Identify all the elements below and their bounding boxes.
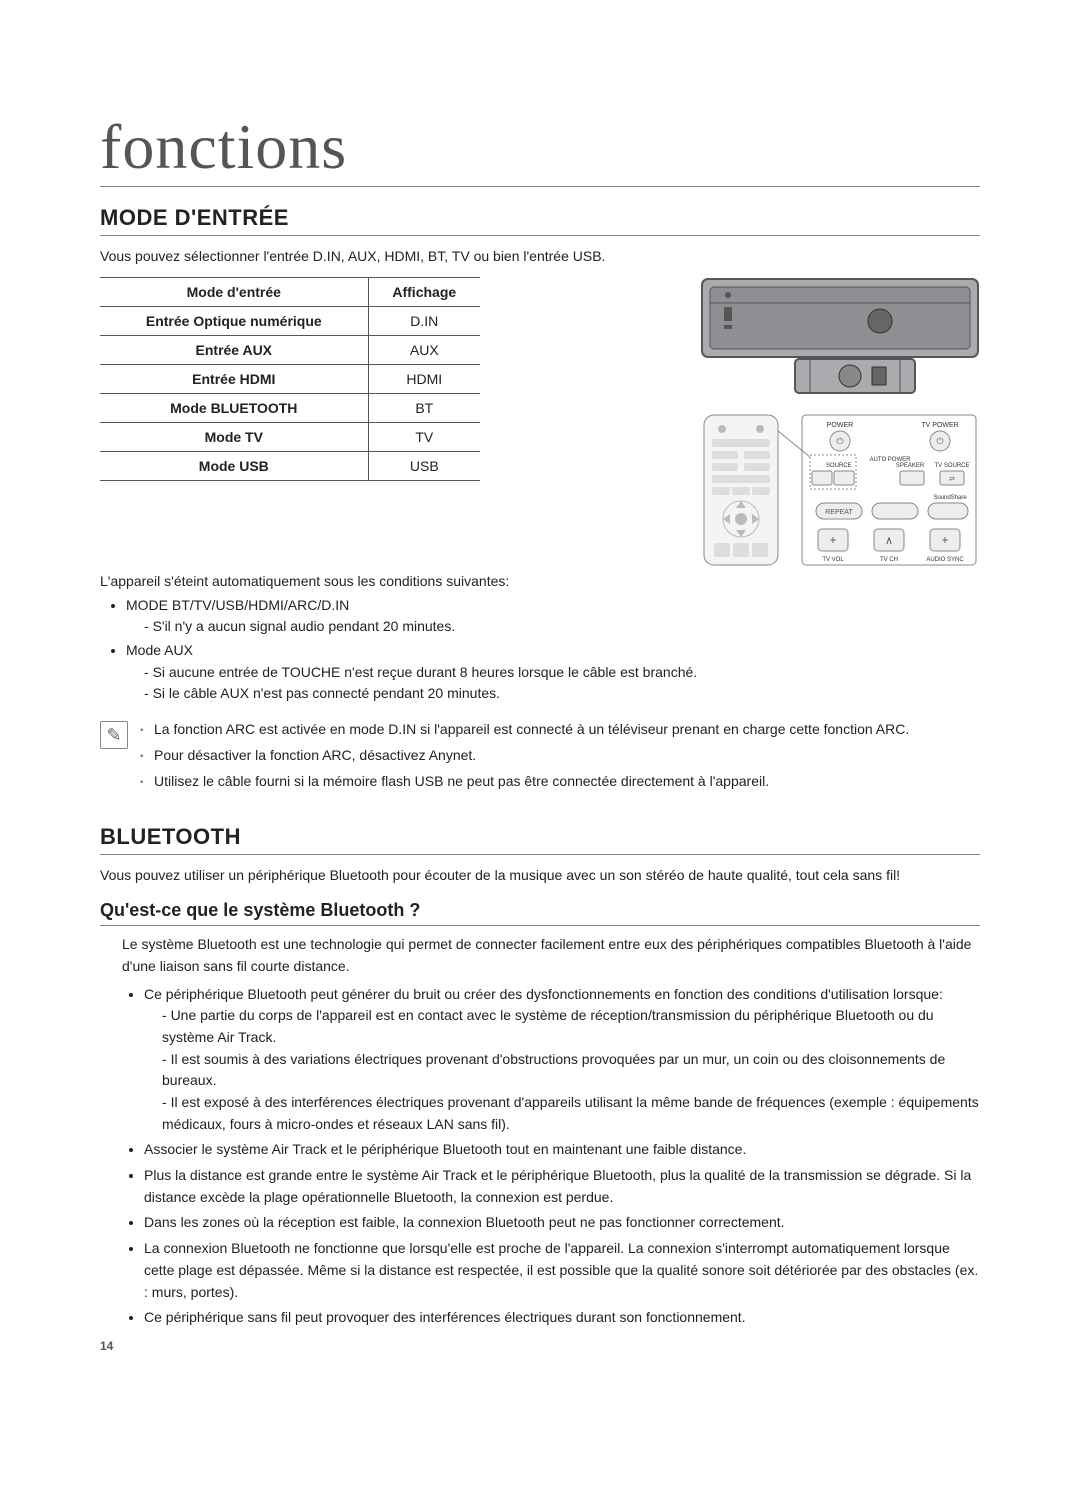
bluetooth-subheading: Qu'est-ce que le système Bluetooth ? — [100, 900, 980, 926]
svg-text:+: + — [829, 533, 836, 547]
input-mode-table: Mode d'entrée Affichage Entrée Optique n… — [100, 277, 480, 481]
remote-label-tvsource: TV SOURCE — [934, 463, 969, 469]
section-mode-intro: Vous pouvez sélectionner l'entrée D.IN, … — [100, 246, 980, 267]
bluetooth-desc: Le système Bluetooth est une technologie… — [100, 934, 980, 977]
section-bluetooth-heading: BLUETOOTH — [100, 824, 980, 855]
table-row: Entrée HDMIHDMI — [100, 365, 480, 394]
table-row: Entrée Optique numériqueD.IN — [100, 307, 480, 336]
svg-text:⏻: ⏻ — [836, 436, 843, 446]
remote-label-power: POWER — [827, 422, 853, 429]
remote-label-tvvol: TV VOL — [822, 557, 844, 563]
svg-text:+: + — [941, 533, 948, 547]
remote-illustration: POWER TV POWER ⏻ ⏻ AUTO POWER SOURCE SPE… — [700, 411, 980, 571]
auto-off-bullets: MODE BT/TV/USB/HDMI/ARC/D.IN S'il n'y a … — [100, 595, 980, 705]
table-row: Mode USBUSB — [100, 452, 480, 481]
remote-label-soundshare: SoundShare — [933, 495, 967, 501]
table-row: Mode BLUETOOTHBT — [100, 394, 480, 423]
remote-label-tvch: TV CH — [880, 557, 898, 563]
bluetooth-intro: Vous pouvez utiliser un périphérique Blu… — [100, 865, 980, 886]
auto-off-text: L'appareil s'éteint automatiquement sous… — [100, 571, 980, 593]
page-number: 14 — [100, 1339, 113, 1353]
svg-text:⏻: ⏻ — [936, 436, 943, 446]
svg-text:∧: ∧ — [885, 535, 893, 547]
table-row: Entrée AUXAUX — [100, 336, 480, 365]
remote-label-tvpower: TV POWER — [921, 422, 958, 429]
table-head-display: Affichage — [368, 278, 480, 307]
table-head-mode: Mode d'entrée — [100, 278, 368, 307]
note-box: ✎ La fonction ARC est activée en mode D.… — [100, 719, 980, 796]
svg-text:⇄: ⇄ — [949, 476, 955, 483]
remote-label-repeat: REPEAT — [825, 509, 853, 516]
bluetooth-bullets: Ce périphérique Bluetooth peut générer d… — [100, 984, 980, 1329]
page-title: fonctions — [100, 110, 980, 187]
section-mode-heading: MODE D'ENTRÉE — [100, 205, 980, 236]
remote-label-audiosync: AUDIO SYNC — [926, 557, 964, 563]
remote-label-source: SOURCE — [826, 463, 852, 469]
table-row: Mode TVTV — [100, 423, 480, 452]
soundbar-illustration — [700, 277, 980, 397]
remote-label-speaker: SPEAKER — [896, 463, 925, 469]
note-icon: ✎ — [100, 721, 128, 749]
